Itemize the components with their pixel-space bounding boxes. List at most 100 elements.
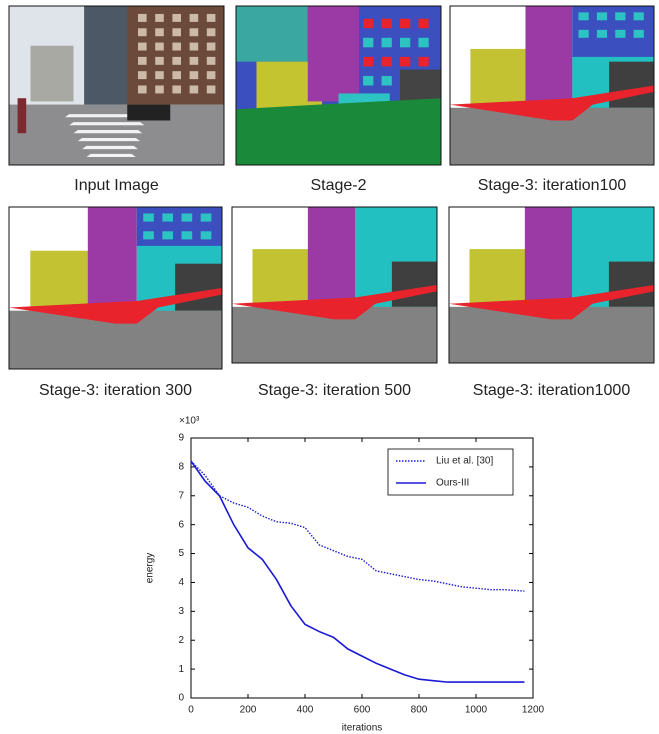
segment: [182, 213, 193, 221]
y-axis-label: energy: [145, 553, 156, 584]
segment: [175, 264, 222, 311]
panel-caption: Stage-3: iteration 500: [258, 382, 411, 399]
segment: [363, 76, 373, 86]
segment: [207, 57, 216, 65]
panel-caption: Input Image: [74, 177, 159, 194]
image-panel: [449, 207, 654, 363]
segment: [382, 76, 392, 86]
segment: [363, 19, 373, 29]
segment: [137, 207, 222, 246]
segment: [86, 154, 135, 157]
image-panel: [9, 207, 222, 369]
segment: [201, 213, 212, 221]
figure: Input ImageStage-2Stage-3: iteration100S…: [0, 0, 659, 734]
segment: [190, 57, 199, 65]
segment: [382, 57, 392, 67]
segment: [418, 57, 428, 67]
segment: [634, 12, 644, 20]
y-tick-label: 4: [178, 577, 184, 588]
panel-caption: Stage-3: iteration1000: [473, 382, 631, 399]
x-tick-label: 1000: [465, 705, 488, 716]
segment: [400, 19, 410, 29]
panel-caption: Stage-3: iteration100: [478, 177, 627, 194]
segment: [74, 130, 143, 133]
segment: [138, 28, 147, 36]
segment: [182, 231, 193, 239]
x-tick-label: 600: [354, 705, 371, 716]
segment: [155, 57, 164, 65]
segment: [190, 14, 199, 22]
segment: [84, 6, 127, 105]
segment: [162, 213, 173, 221]
x-axis-label: iterations: [342, 723, 383, 734]
segment: [172, 43, 181, 51]
x-tick-label: 400: [297, 705, 314, 716]
segment: [308, 6, 359, 101]
y-tick-label: 6: [178, 519, 184, 530]
segment: [155, 28, 164, 36]
legend-label: Ours-III: [436, 478, 469, 489]
segment: [609, 262, 654, 307]
x-tick-label: 0: [188, 705, 194, 716]
x-tick-label: 800: [411, 705, 428, 716]
segment: [207, 71, 216, 79]
segment: [138, 71, 147, 79]
segment: [418, 38, 428, 48]
y-tick-label: 5: [178, 548, 184, 559]
segment: [418, 19, 428, 29]
y-tick-label: 9: [178, 433, 184, 444]
segment: [207, 14, 216, 22]
segment: [69, 122, 144, 125]
image-panel: [9, 6, 224, 165]
segment: [143, 213, 154, 221]
segment: [172, 14, 181, 22]
segment: [597, 12, 607, 20]
segment: [363, 38, 373, 48]
segment: [78, 138, 140, 141]
image-panel: [232, 207, 437, 363]
x-tick-label: 200: [240, 705, 257, 716]
segment: [138, 57, 147, 65]
segment: [201, 231, 212, 239]
segment: [190, 43, 199, 51]
segment: [207, 43, 216, 51]
segment: [634, 30, 644, 38]
segment: [31, 46, 74, 102]
segment: [190, 71, 199, 79]
segment: [138, 43, 147, 51]
segment: [236, 6, 308, 62]
y-multiplier: ×10³: [179, 416, 200, 427]
y-tick-label: 1: [178, 664, 184, 675]
segment: [236, 98, 441, 165]
segment: [190, 28, 199, 36]
segment: [138, 14, 147, 22]
segment: [155, 71, 164, 79]
segment: [609, 62, 654, 108]
segment: [172, 71, 181, 79]
segment: [597, 30, 607, 38]
segment: [155, 86, 164, 94]
segment: [392, 262, 437, 307]
segment: [207, 28, 216, 36]
segment: [615, 12, 625, 20]
segment: [308, 207, 355, 310]
y-tick-label: 0: [178, 693, 184, 704]
segment: [400, 57, 410, 67]
segment: [127, 105, 170, 121]
y-tick-label: 7: [178, 490, 184, 501]
segment: [190, 86, 199, 94]
legend-label: Liu et al. [30]: [436, 456, 493, 467]
panel-caption: Stage-3: iteration 300: [39, 382, 192, 399]
image-panel: [236, 6, 441, 165]
segment: [207, 86, 216, 94]
segment: [382, 38, 392, 48]
segment: [363, 57, 373, 67]
segment: [172, 86, 181, 94]
segment: [18, 98, 27, 133]
x-tick-label: 1200: [522, 705, 545, 716]
segment: [155, 14, 164, 22]
y-tick-label: 3: [178, 606, 184, 617]
segment: [579, 30, 589, 38]
segment: [615, 30, 625, 38]
segment: [82, 146, 138, 149]
